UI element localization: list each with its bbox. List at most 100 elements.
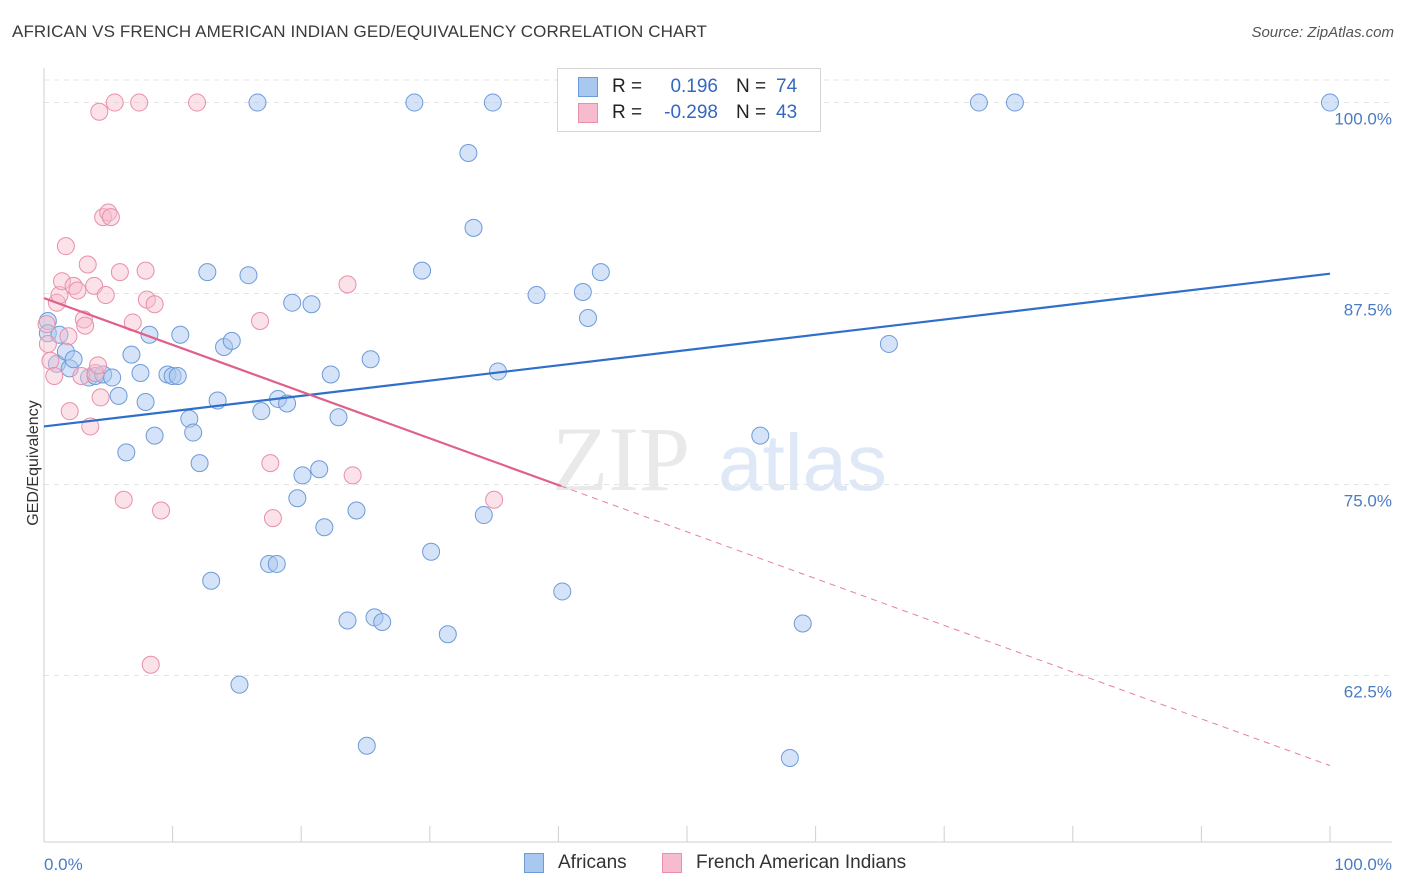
french-american-indians-point bbox=[96, 286, 115, 305]
africans-point bbox=[198, 263, 217, 282]
french-american-indians-point bbox=[101, 208, 120, 227]
africans-point bbox=[310, 460, 329, 479]
french-american-indians-point bbox=[110, 263, 129, 282]
africans-point bbox=[413, 261, 432, 280]
africans-point bbox=[793, 614, 812, 633]
french-american-indians-point bbox=[188, 93, 207, 112]
bottom-legend-label: French American Indians bbox=[696, 852, 907, 873]
africans-point bbox=[1005, 93, 1024, 112]
africans-point bbox=[64, 350, 83, 369]
africans-point bbox=[288, 489, 307, 508]
africans-point bbox=[278, 394, 297, 413]
africans-point bbox=[780, 748, 799, 767]
trend-lines bbox=[43, 272, 1331, 767]
africans-point bbox=[879, 334, 898, 353]
french-american-indians-point bbox=[261, 454, 280, 473]
africans-point bbox=[122, 345, 141, 364]
africans-point bbox=[171, 325, 190, 344]
africans-point bbox=[103, 368, 122, 387]
y-tick-label: 75.0% bbox=[1344, 492, 1392, 511]
watermark-atlas: atlas bbox=[718, 418, 887, 507]
africans-point bbox=[373, 613, 392, 631]
africans-point bbox=[573, 283, 592, 301]
french-american-indians-point bbox=[37, 315, 56, 334]
africans-point bbox=[283, 293, 302, 312]
africans-point bbox=[483, 93, 502, 112]
y-tick-label: 100.0% bbox=[1334, 110, 1392, 129]
africans-point bbox=[222, 331, 241, 350]
watermark-zip: ZIP bbox=[552, 408, 690, 510]
africans-point bbox=[438, 625, 457, 644]
africans-point bbox=[527, 286, 546, 305]
x-tick-label: 100.0% bbox=[1334, 855, 1392, 874]
bottom-legend: Africans French American Indians bbox=[0, 852, 1406, 878]
africans-point bbox=[751, 426, 770, 445]
africans-point bbox=[248, 93, 267, 112]
french-american-indians-point bbox=[76, 316, 95, 335]
x-tick-label: 0.0% bbox=[44, 855, 83, 874]
legend-r-label: R = bbox=[612, 102, 643, 123]
africans-point bbox=[202, 571, 221, 590]
french-american-indians-point bbox=[89, 356, 108, 375]
legend-r-value: -0.298 bbox=[664, 102, 718, 123]
french-american-indians-point bbox=[38, 334, 57, 353]
french-american-indians-point bbox=[45, 367, 64, 386]
africans-point bbox=[136, 393, 155, 411]
french-american-indians-point bbox=[136, 261, 155, 280]
french-american-indians-point bbox=[130, 93, 149, 112]
french-american-indians-point bbox=[343, 466, 362, 485]
french-american-indians-trend-line bbox=[43, 297, 562, 488]
french-american-indians-point bbox=[263, 509, 282, 528]
french-american-indians-point bbox=[152, 501, 171, 520]
africans-point bbox=[109, 386, 128, 405]
africans-point bbox=[184, 423, 203, 442]
africans-point bbox=[230, 675, 249, 694]
french-american-indians-point bbox=[141, 655, 160, 674]
french-american-indians-point bbox=[41, 351, 60, 370]
legend-n-value: 74 bbox=[776, 76, 798, 97]
bottom-legend-africans: Africans bbox=[524, 852, 627, 874]
legend-swatch-blue bbox=[578, 77, 598, 97]
africans-point bbox=[361, 350, 380, 369]
french-american-indians-point bbox=[56, 237, 75, 256]
french-american-indians-point bbox=[91, 388, 110, 407]
africans-trend-line bbox=[43, 272, 1331, 428]
africans-point bbox=[145, 426, 164, 445]
africans-point bbox=[329, 408, 348, 427]
africans-point bbox=[464, 218, 483, 237]
axes bbox=[43, 68, 1392, 843]
french-american-indians-point bbox=[105, 93, 124, 112]
africans-point bbox=[321, 365, 340, 384]
y-tick-label: 62.5% bbox=[1344, 682, 1392, 701]
chart-source: Source: ZipAtlas.com bbox=[1251, 24, 1394, 41]
y-tick-labels: 100.0% 87.5% 75.0% 62.5% bbox=[1334, 110, 1392, 702]
bottom-legend-french-american-indians: French American Indians bbox=[662, 852, 906, 874]
legend-swatch-pink bbox=[578, 103, 598, 123]
legend-r-label: R = bbox=[612, 76, 643, 97]
africans-point bbox=[315, 518, 334, 537]
french-american-indians-trend-extension bbox=[560, 485, 1331, 767]
bottom-legend-swatch-pink bbox=[662, 853, 682, 873]
french-american-indians-points bbox=[37, 93, 504, 674]
french-american-indians-point bbox=[90, 102, 109, 121]
french-american-indians-point bbox=[251, 312, 270, 331]
africans-point bbox=[168, 367, 187, 386]
africans-point bbox=[578, 308, 597, 327]
africans-point bbox=[474, 506, 493, 525]
africans-point bbox=[1321, 93, 1339, 112]
x-tick-labels: 0.0% 100.0% bbox=[44, 855, 1392, 874]
africans-point bbox=[405, 93, 424, 112]
africans-point bbox=[357, 736, 376, 755]
zipatlas-watermark: ZIP atlas bbox=[552, 408, 887, 510]
africans-point bbox=[239, 266, 258, 285]
africans-point bbox=[422, 542, 441, 561]
africans-point bbox=[338, 611, 357, 630]
french-american-indians-point bbox=[145, 295, 164, 314]
french-american-indians-point bbox=[485, 490, 504, 509]
africans-point bbox=[117, 443, 136, 462]
africans-point bbox=[267, 554, 286, 573]
french-american-indians-point bbox=[59, 327, 78, 346]
africans-point bbox=[591, 263, 610, 282]
africans-point bbox=[553, 582, 572, 601]
